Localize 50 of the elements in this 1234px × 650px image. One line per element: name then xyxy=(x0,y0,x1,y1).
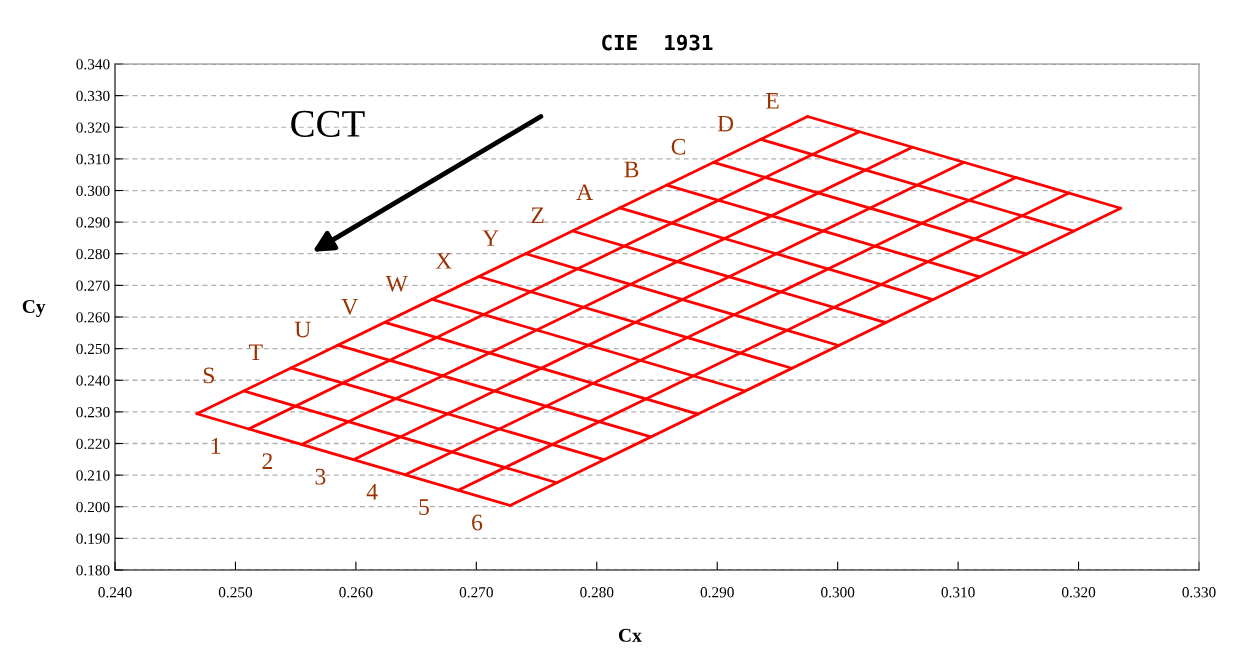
x-tick-label: 0.240 xyxy=(98,587,132,598)
x-tick-label: 0.300 xyxy=(821,587,855,598)
annotation: X xyxy=(435,253,452,269)
annotation: W xyxy=(385,275,408,292)
y-tick-label: 0.210 xyxy=(76,470,110,481)
y-tick-label: 0.330 xyxy=(76,90,110,102)
annotation: V xyxy=(341,299,359,315)
y-tick-label: 0.310 xyxy=(76,154,110,165)
annotation: D xyxy=(717,115,734,132)
y-tick-label: 0.300 xyxy=(76,185,110,197)
y-tick-label: 0.260 xyxy=(76,312,110,323)
annotation: 4 xyxy=(366,484,378,500)
x-tick-label: 0.330 xyxy=(1182,587,1216,598)
annotation: U xyxy=(294,321,311,338)
y-tick-label: 0.280 xyxy=(76,248,110,260)
y-tick-label: 0.290 xyxy=(76,217,110,228)
y-tick-label: 0.190 xyxy=(76,533,110,544)
y-tick-label: 0.270 xyxy=(76,280,110,291)
y-axis-title: Cy xyxy=(22,299,46,317)
annotation: B xyxy=(624,161,639,178)
y-tick-label: 0.340 xyxy=(76,59,110,70)
y-tick-label: 0.200 xyxy=(76,501,110,513)
chart-title: CIE 1931 xyxy=(602,34,713,51)
x-tick-label: 0.310 xyxy=(941,587,975,598)
y-tick-label: 0.240 xyxy=(76,375,110,386)
annotation: A xyxy=(576,184,593,200)
y-tick-label: 0.180 xyxy=(76,565,110,576)
annotation: 2 xyxy=(262,453,272,469)
y-tick-label: 0.230 xyxy=(76,407,110,418)
annotation: S xyxy=(203,367,214,384)
annotation: 1 xyxy=(211,438,221,454)
annotation: E xyxy=(765,93,779,109)
x-axis-title: Cx xyxy=(618,628,642,642)
annotation: Z xyxy=(531,207,544,224)
x-tick-label: 0.250 xyxy=(218,587,253,598)
annotation: T xyxy=(249,344,263,360)
x-tick-label: 0.280 xyxy=(580,587,614,598)
annotation: CCT xyxy=(291,110,365,137)
annotation: 6 xyxy=(472,514,483,531)
x-tick-label: 0.290 xyxy=(700,587,734,598)
x-tick-label: 0.270 xyxy=(459,587,493,598)
annotation: 5 xyxy=(419,499,429,515)
y-tick-label: 0.250 xyxy=(76,343,110,355)
y-tick-label: 0.320 xyxy=(76,122,110,133)
annotation: 3 xyxy=(315,468,326,485)
y-tick-label: 0.220 xyxy=(76,438,110,450)
annotation: C xyxy=(671,138,686,155)
x-tick-label: 0.320 xyxy=(1061,587,1096,598)
annotation: Y xyxy=(482,230,499,246)
x-tick-label: 0.260 xyxy=(339,587,373,598)
